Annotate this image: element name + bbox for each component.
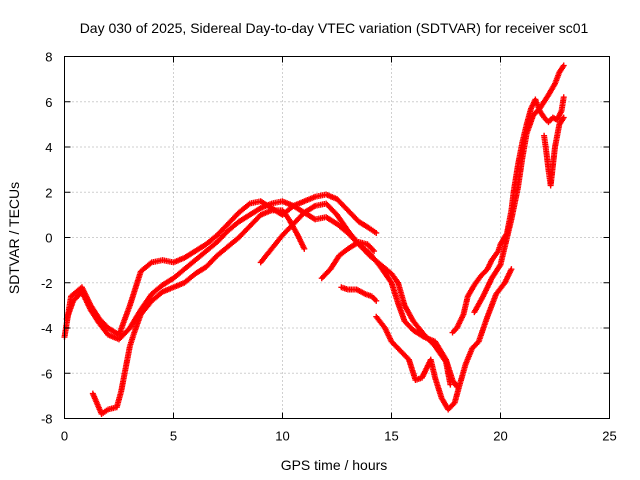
y-tick-label: -2	[41, 276, 53, 291]
y-tick-label: 8	[45, 50, 52, 65]
data-point	[371, 248, 378, 255]
data-point	[373, 297, 380, 304]
axis-ticks: 0 5 10 15 20 25 -8 -6 -4 -2 0 2 4 6 8	[41, 50, 617, 444]
y-tick-label: -6	[41, 366, 53, 381]
x-tick-label: 15	[384, 429, 398, 444]
chart-title: Day 030 of 2025, Sidereal Day-to-day VTE…	[80, 20, 589, 36]
data-point	[373, 229, 380, 236]
x-tick-label: 0	[61, 429, 68, 444]
y-tick-label: -4	[41, 321, 53, 336]
y-tick-label: 0	[45, 231, 52, 246]
data-points	[61, 62, 567, 417]
y-tick-label: 6	[45, 95, 52, 110]
data-point	[560, 94, 567, 101]
data-point	[301, 245, 308, 252]
x-axis-label: GPS time / hours	[281, 457, 388, 473]
x-tick-label: 5	[170, 429, 177, 444]
y-axis-label: SDTVAR / TECUs	[6, 182, 22, 294]
y-tick-label: 4	[45, 140, 52, 155]
y-tick-label: 2	[45, 185, 52, 200]
y-tick-label: -8	[41, 412, 53, 427]
data-point	[560, 62, 567, 69]
data-point	[560, 114, 567, 121]
data-point	[508, 266, 515, 273]
x-tick-label: 25	[602, 429, 616, 444]
x-tick-label: 20	[493, 429, 507, 444]
x-tick-label: 10	[275, 429, 289, 444]
